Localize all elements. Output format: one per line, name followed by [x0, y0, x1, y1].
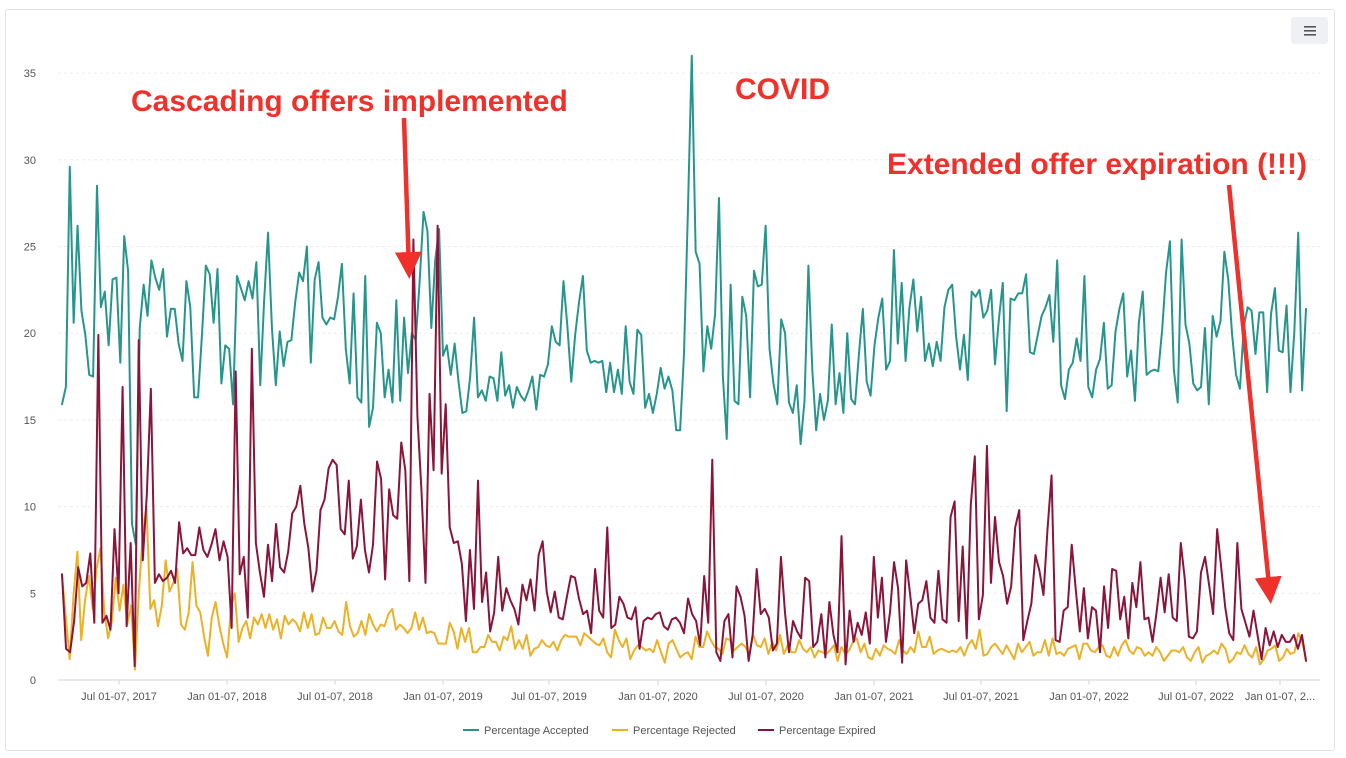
x-tick-label: Jan 01-07, 2018 [187, 691, 267, 703]
y-tick-label: 0 [30, 675, 36, 687]
hamburger-menu-icon [1303, 25, 1316, 36]
y-tick-label: 35 [24, 68, 36, 80]
x-tick-label: Jul 01-07, 2021 [943, 691, 1019, 703]
x-tick-label: Jul 01-07, 2022 [1158, 691, 1234, 703]
legend-item-percentage-expired[interactable]: Percentage Expired [758, 725, 876, 737]
legend-item-percentage-accepted[interactable]: Percentage Accepted [463, 725, 589, 737]
y-axis: 0 5 10 15 20 25 30 35 [24, 68, 36, 687]
annotation-label: Extended offer expiration (!!!) [887, 148, 1307, 181]
y-tick-label: 15 [24, 415, 36, 427]
y-tick-label: 25 [24, 242, 36, 254]
x-tick-label: Jan 01-07, 2020 [618, 691, 698, 703]
x-tick-label: Jul 01-07, 2019 [511, 691, 587, 703]
annotation-arrow [394, 117, 422, 279]
x-tick-label: Jan 01-07, 2019 [403, 691, 483, 703]
x-tick-label: Jan 01-07, 2022 [1049, 691, 1129, 703]
x-axis: Jul 01-07, 2017 Jan 01-07, 2018 Jul 01-07,… [81, 680, 1315, 703]
x-tick-label: Jul 01-07, 2017 [81, 691, 157, 703]
legend[interactable]: Percentage Accepted Percentage Rejected Pe… [463, 725, 876, 737]
annotations: Cascading offers implemented COVID Extende… [131, 73, 1307, 604]
annotation-arrow [1226, 184, 1282, 604]
legend-item-percentage-rejected[interactable]: Percentage Rejected [612, 725, 736, 737]
legend-label: Percentage Accepted [484, 725, 589, 737]
y-tick-label: 5 [30, 588, 36, 600]
annotation-label: COVID [735, 73, 830, 106]
chart-menu-button[interactable] [1291, 17, 1328, 44]
x-tick-label: Jul 01-07, 2018 [297, 691, 373, 703]
legend-label: Percentage Expired [779, 725, 876, 737]
legend-label: Percentage Rejected [633, 725, 736, 737]
y-tick-label: 10 [24, 502, 36, 514]
series-line-percentage-accepted [61, 54, 1307, 546]
series-lines [61, 54, 1307, 671]
x-tick-label: Jan 01-07, 2021 [834, 691, 914, 703]
y-tick-label: 20 [24, 328, 36, 340]
y-tick-label: 30 [24, 155, 36, 167]
annotation-label: Cascading offers implemented [131, 85, 568, 118]
series-line-percentage-expired [61, 224, 1307, 668]
x-tick-label: Jan 01-07, 2... [1245, 691, 1315, 703]
x-tick-label: Jul 01-07, 2020 [728, 691, 804, 703]
